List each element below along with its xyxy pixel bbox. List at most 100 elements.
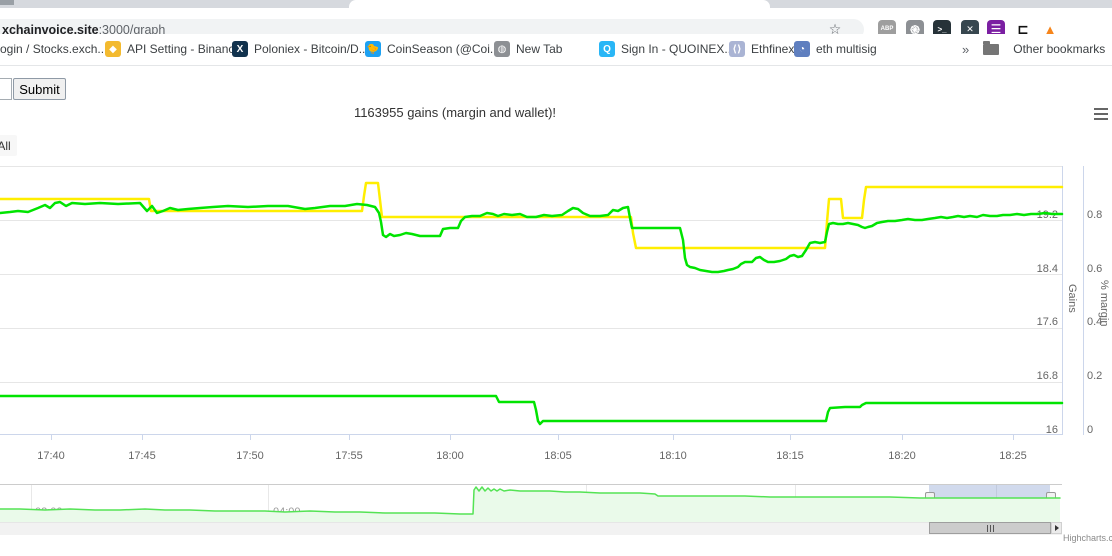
browser-tab-strip [0,0,1112,8]
scrollbar-thumb[interactable] [929,522,1051,534]
bookmark-favicon: Q [599,41,615,57]
gains-axis-line [1062,166,1063,435]
gains-lower-line [0,394,1064,426]
x-axis-line [0,434,1062,435]
navigator-outline [0,484,1062,485]
x-axis-tick [250,434,251,440]
x-axis-tick [450,434,451,440]
gains-axis-label: 18.4 [1036,263,1058,275]
navigator-axis-label: 14:00 [590,506,618,518]
bookmark-label: ogin / Stocks.exch... [0,42,108,56]
x-axis-tick [1013,434,1014,440]
scrollbar-right-arrow[interactable] [1051,522,1062,534]
x-axis-tick [558,434,559,440]
bookmark-favicon: ◆ [105,41,121,57]
bookmark-label: Ethfinex [751,42,795,56]
x-extension-icon[interactable]: ✕ [961,20,979,38]
bookmark-label: eth multisig [816,42,877,56]
margin-axis-label: 0.6 [1087,263,1103,275]
gains-upper-line [0,200,1064,274]
bookmark-item[interactable]: ◔ eth multisig [794,34,877,64]
swirl-extension-icon[interactable]: ֎ [906,20,924,38]
bookmark-label: API Setting - Binanc... [127,42,245,56]
range-selector-all-button[interactable]: All [0,135,17,156]
gridline [0,166,1062,167]
x-axis-label: 18:25 [999,450,1027,462]
navigator-gridline [268,485,269,522]
bookmark-label: Sign In - QUOINEX... [621,42,735,56]
bookmark-item[interactable]: Q Sign In - QUOINEX... [599,34,734,64]
x-axis-label: 17:45 [128,450,156,462]
chart-title: 1163955 gains (margin and wallet)! [353,105,557,120]
bookmark-favicon: ⟨⟩ [729,41,745,57]
url-text: xchainvoice.site:3000/graph [2,22,166,37]
x-axis-label: 18:00 [436,450,464,462]
bookmark-favicon: 🐤 [365,41,381,57]
gains-axis-label: 17.6 [1036,316,1058,328]
x-axis-tick [349,434,350,440]
gains-axis-title: Gains [1066,284,1078,313]
active-tab[interactable] [349,0,770,8]
highcharts-credit: Highcharts.com [1063,533,1112,543]
x-axis-label: 18:20 [888,450,916,462]
margin-axis-line [1083,166,1084,435]
bookmark-label: Poloniex - Bitcoin/D... [254,42,369,56]
browser-toolbar: xchainvoice.site:3000/graph ☆ ABP ֎ >_ ✕ ☰ ⊏ ▲ [0,8,1112,40]
navigator-left-handle[interactable] [925,492,935,515]
scrollbar-track[interactable] [0,522,1062,535]
bookmark-label: CoinSeason (@Coi... [387,42,500,56]
text-input[interactable] [0,78,12,100]
bookmark-item[interactable]: X Poloniex - Bitcoin/D... [232,34,369,64]
submit-button[interactable]: Submit [13,78,66,100]
navigator-line [0,486,1061,515]
bookmark-item[interactable]: 🐤 CoinSeason (@Coi... [365,34,500,64]
navigator-gridline [586,485,587,522]
navigator-area [0,487,1060,522]
bookmark-item[interactable]: ◍ New Tab [494,34,562,64]
gridline [0,328,1062,329]
margin-axis-label: 0.8 [1087,209,1103,221]
bookmark-label: New Tab [516,42,563,56]
x-axis-label: 17:50 [236,450,264,462]
bookmark-star-icon[interactable]: ☆ [828,21,842,37]
x-axis-label: 17:40 [37,450,65,462]
x-axis-tick [51,434,52,440]
x-axis-label: 18:15 [776,450,804,462]
gridline [0,274,1062,275]
navigator-right-handle[interactable] [1046,492,1056,515]
bookmark-item[interactable]: ⟨⟩ Ethfinex [729,34,794,64]
navigator-selected-range[interactable] [929,485,1050,522]
bookmarks-bar: ogin / Stocks.exch... ◆ API Setting - Bina… [0,34,1112,66]
x-axis-label: 18:05 [544,450,572,462]
navigator-axis-label: 16:00 [797,506,825,518]
metamask-fox-icon[interactable]: ▲ [1041,20,1059,38]
x-axis-label: 17:55 [335,450,363,462]
x-axis-tick [790,434,791,440]
margin-axis-label: 0.2 [1087,370,1103,382]
server-extension-icon[interactable]: ☰ [987,20,1005,38]
terminal-extension-icon[interactable]: >_ [933,20,951,38]
bookmark-favicon: ◍ [494,41,510,57]
margin-percent-line [0,181,1064,250]
bookmarks-overflow-chevron[interactable]: » [962,41,970,57]
x-axis-tick [902,434,903,440]
c-extension-icon[interactable]: ⊏ [1014,20,1032,38]
bookmark-item[interactable]: ogin / Stocks.exch... [0,34,107,64]
gains-axis-label: 16.8 [1036,370,1058,382]
navigator-gridline [795,485,796,522]
adblock-plus-icon[interactable]: ABP [878,20,896,38]
bookmark-item[interactable]: ◆ API Setting - Binanc... [105,34,244,64]
x-axis-tick [673,434,674,440]
bookmark-favicon: ◔ [794,41,810,57]
x-axis-tick [142,434,143,440]
chart-context-menu-icon[interactable] [1094,108,1108,120]
gains-axis-label: 19.2 [1036,209,1058,221]
gridline [0,382,1062,383]
bookmark-favicon: X [232,41,248,57]
other-bookmarks-label[interactable]: Other bookmarks [1013,42,1106,56]
gridline [0,220,1062,221]
margin-axis-title: % margin [1098,280,1110,327]
navigator-axis-label: 02:00 [35,506,63,518]
navigator-axis-label: 04:00 [273,506,301,518]
